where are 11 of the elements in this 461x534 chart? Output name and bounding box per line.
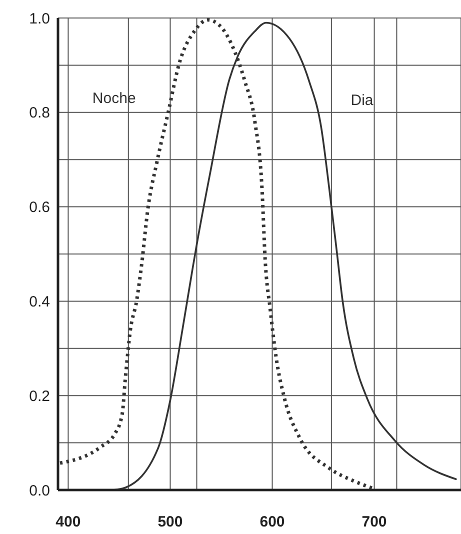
y-tick-label: 0.6 [29,199,50,216]
y-tick-label: 0.2 [29,388,50,405]
y-tick-label: 0.4 [29,294,50,311]
x-tick-label: 700 [362,514,387,531]
y-tick-label: 0.0 [29,482,50,500]
text: Dia [350,92,374,110]
x-tick-label: 500 [158,514,183,531]
y-tick-label: 0.8 [29,104,50,122]
x-tick-label: 400 [56,514,81,531]
x-tick-label: 600 [260,514,285,531]
y-tick-label: 1.0 [29,10,50,28]
